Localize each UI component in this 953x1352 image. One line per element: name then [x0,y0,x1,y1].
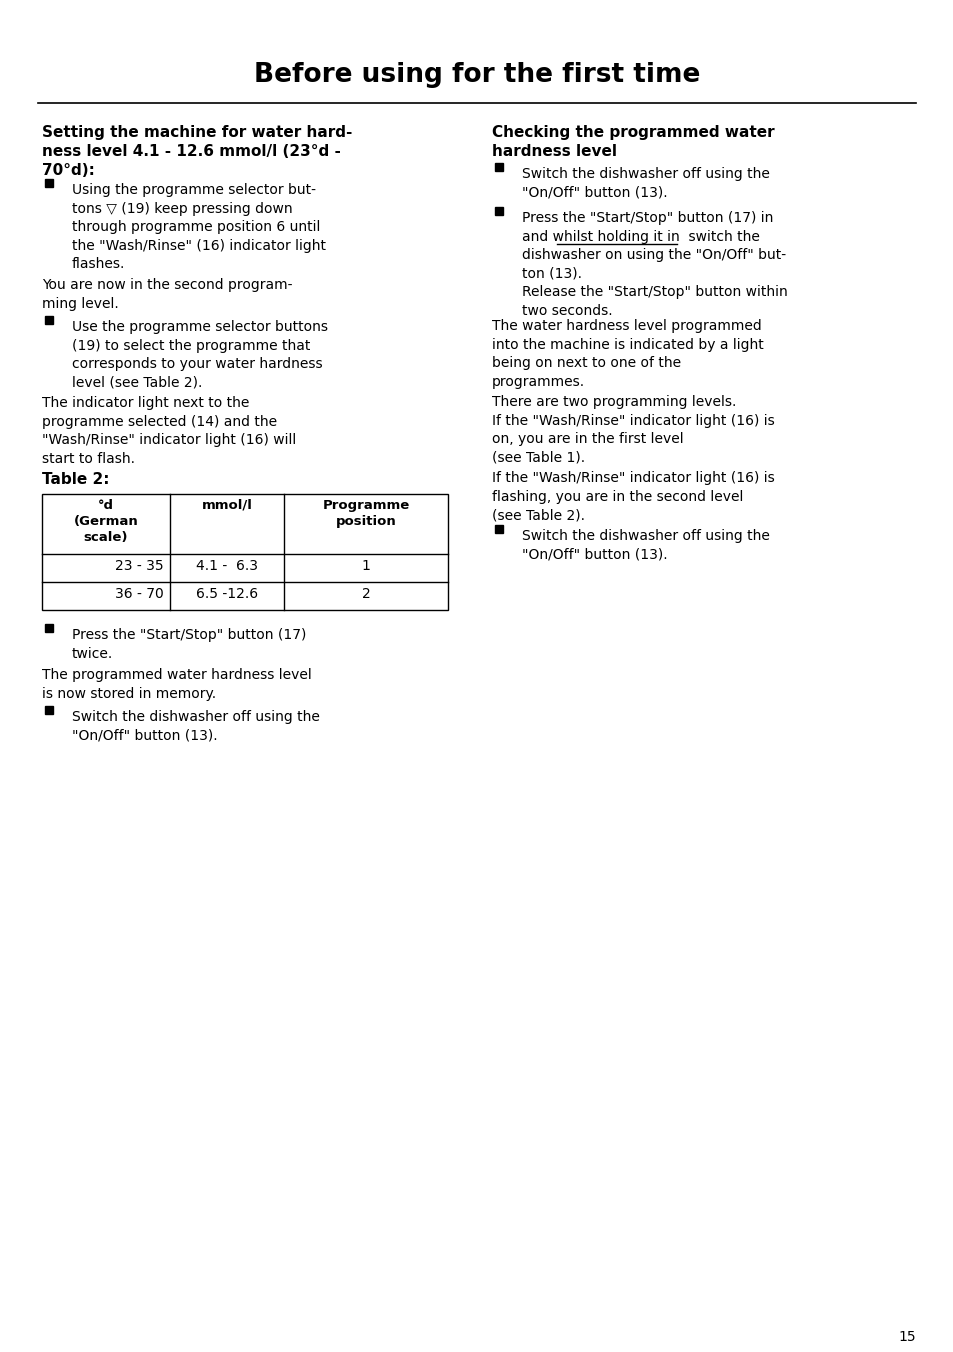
Text: Table 2:: Table 2: [42,472,110,487]
Bar [495,207,502,215]
Bar [45,316,53,324]
Bar [45,180,53,187]
Text: Programme
position: Programme position [322,499,409,529]
Text: Switch the dishwasher off using the
"On/Off" button (13).: Switch the dishwasher off using the "On/… [521,168,769,200]
Text: mmol/l: mmol/l [201,499,253,512]
Bar [495,525,502,533]
Text: If the "Wash/Rinse" indicator light (16) is
flashing, you are in the second leve: If the "Wash/Rinse" indicator light (16)… [492,470,774,522]
Text: 15: 15 [898,1330,915,1344]
Text: Press the "Start/Stop" button (17)
twice.: Press the "Start/Stop" button (17) twice… [71,627,306,661]
Text: Checking the programmed water
hardness level: Checking the programmed water hardness l… [492,124,774,160]
Text: 23 - 35: 23 - 35 [115,558,164,573]
Bar [45,706,53,714]
Text: There are two programming levels.
If the "Wash/Rinse" indicator light (16) is
on: There are two programming levels. If the… [492,395,774,465]
Text: The programmed water hardness level
is now stored in memory.: The programmed water hardness level is n… [42,668,312,700]
Bar [495,164,502,172]
Bar [42,493,448,610]
Text: Using the programme selector but-
tons ▽ (19) keep pressing down
through program: Using the programme selector but- tons ▽… [71,183,326,272]
Text: Switch the dishwasher off using the
"On/Off" button (13).: Switch the dishwasher off using the "On/… [71,710,319,742]
Text: Before using for the first time: Before using for the first time [253,62,700,88]
Text: 4.1 -  6.3: 4.1 - 6.3 [195,558,257,573]
Text: 6.5 -12.6: 6.5 -12.6 [195,587,258,602]
Text: The indicator light next to the
programme selected (14) and the
"Wash/Rinse" ind: The indicator light next to the programm… [42,396,296,466]
Bar [45,625,53,633]
Text: Setting the machine for water hard-
ness level 4.1 - 12.6 mmol/l (23°d -
70°d):: Setting the machine for water hard- ness… [42,124,352,178]
Text: 1: 1 [361,558,370,573]
Text: Switch the dishwasher off using the
"On/Off" button (13).: Switch the dishwasher off using the "On/… [521,529,769,561]
Text: 36 - 70: 36 - 70 [115,587,164,602]
Text: °d
(German
scale): °d (German scale) [73,499,138,544]
Text: The water hardness level programmed
into the machine is indicated by a light
bei: The water hardness level programmed into… [492,319,763,389]
Text: 2: 2 [361,587,370,602]
Text: Use the programme selector buttons
(19) to select the programme that
corresponds: Use the programme selector buttons (19) … [71,320,328,389]
Text: Press the "Start/Stop" button (17) in
and whilst holding it in  switch the
dishw: Press the "Start/Stop" button (17) in an… [521,211,787,318]
Text: You are now in the second program-
ming level.: You are now in the second program- ming … [42,279,293,311]
